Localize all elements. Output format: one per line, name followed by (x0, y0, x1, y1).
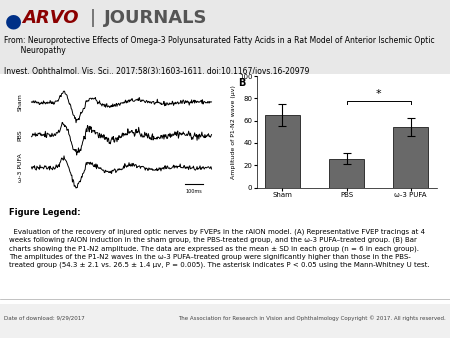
Text: |: | (90, 9, 96, 27)
Text: Invest. Ophthalmol. Vis. Sci.. 2017;58(3):1603-1611. doi:10.1167/iovs.16-20979: Invest. Ophthalmol. Vis. Sci.. 2017;58(3… (4, 67, 310, 76)
Text: Figure Legend:: Figure Legend: (9, 208, 81, 217)
Text: *: * (376, 89, 382, 99)
Text: JOURNALS: JOURNALS (104, 9, 207, 27)
Text: Evaluation of the recovery of injured optic nerves by FVEPs in the rAION model. : Evaluation of the recovery of injured op… (9, 228, 430, 268)
Text: ω-3 PUFA: ω-3 PUFA (18, 153, 22, 182)
Text: The Association for Research in Vision and Ophthalmology Copyright © 2017. All r: The Association for Research in Vision a… (178, 315, 446, 320)
Text: ●: ● (4, 11, 22, 30)
Text: ARVO: ARVO (22, 9, 79, 27)
Text: A: A (58, 78, 66, 88)
Text: PBS: PBS (18, 129, 22, 141)
Text: Sham: Sham (18, 94, 22, 112)
Bar (329, 159, 364, 188)
Text: Date of download: 9/29/2017: Date of download: 9/29/2017 (4, 315, 85, 320)
Bar (393, 127, 428, 188)
Y-axis label: Amplitude of P1-N2 wave (μv): Amplitude of P1-N2 wave (μv) (231, 85, 236, 179)
Text: 100ms: 100ms (185, 189, 202, 194)
Text: B: B (238, 78, 246, 88)
Text: From: Neuroprotective Effects of Omega-3 Polyunsaturated Fatty Acids in a Rat Mo: From: Neuroprotective Effects of Omega-3… (4, 36, 435, 55)
Bar (265, 115, 300, 188)
